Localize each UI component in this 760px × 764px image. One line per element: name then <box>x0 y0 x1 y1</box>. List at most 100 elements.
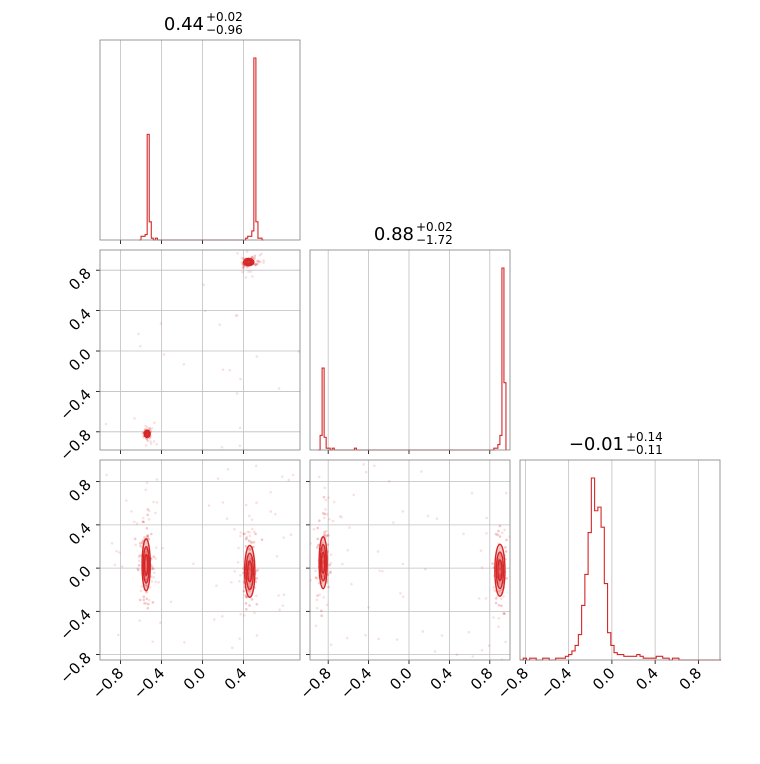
contour-inner <box>497 559 503 582</box>
scatter-point <box>155 442 158 446</box>
scatter-point <box>503 528 506 532</box>
scatter-point <box>250 424 253 427</box>
x-tick-label-p0-3: 0.4 <box>221 664 251 694</box>
scatter-point <box>192 562 195 566</box>
scatter-point <box>117 633 120 637</box>
scatter-point <box>253 254 257 258</box>
scatter-point <box>255 603 259 606</box>
title-minus-p1: −1.72 <box>416 233 453 247</box>
scatter-point <box>254 594 258 598</box>
panel-frame-p2-vs-p0 <box>99 459 301 661</box>
scatter-point <box>498 567 502 571</box>
scatter-point <box>514 542 517 545</box>
scatter-point <box>256 262 260 266</box>
scatter-point <box>277 594 280 597</box>
scatter-point <box>238 444 242 448</box>
x-tick-label-p0-1: −0.4 <box>130 664 168 702</box>
scatter-point <box>149 442 153 446</box>
scatter-point <box>236 251 239 255</box>
scatter-point <box>504 550 508 553</box>
scatter-point <box>235 392 239 395</box>
scatter-point <box>350 582 353 586</box>
scatter-point <box>327 496 330 499</box>
scatter-point <box>243 614 246 617</box>
scatter-point <box>247 539 251 543</box>
x-tick-label-p1-3: 0.4 <box>427 664 457 694</box>
x-tick-label-p0-2: 0.0 <box>180 664 210 694</box>
scatter-point <box>277 387 281 390</box>
scatter-point <box>140 585 144 588</box>
scatter-point <box>245 250 249 254</box>
scatter-point <box>281 604 285 607</box>
scatter-point <box>238 579 241 583</box>
scatter-point <box>269 510 273 513</box>
scatter-point <box>142 516 145 520</box>
scatter-point <box>246 530 249 534</box>
contour-inner <box>320 551 326 574</box>
scatter-point <box>249 557 253 561</box>
scatter-point <box>262 261 265 264</box>
scatter-point <box>218 323 221 327</box>
title-median-p1: 0.88 <box>374 224 414 245</box>
scatter-point <box>492 586 496 589</box>
scatter-point <box>147 598 151 602</box>
scatter-point <box>421 630 425 633</box>
scatter-point <box>318 593 321 596</box>
scatter-point <box>477 597 481 600</box>
scatter-point <box>462 532 465 536</box>
scatter-point <box>260 538 264 542</box>
scatter-point <box>250 255 254 259</box>
y-tick-label-p1-4: 0.8 <box>65 264 95 294</box>
scatter-point <box>426 514 430 518</box>
scatter-point <box>145 597 149 601</box>
scatter-point <box>245 595 248 599</box>
scatter-point <box>244 503 248 507</box>
scatter-point <box>132 520 136 524</box>
scatter-point <box>147 518 151 521</box>
scatter-point <box>240 256 244 260</box>
panel-frame-p1-vs-p0 <box>99 249 301 451</box>
scatter-point <box>138 619 141 622</box>
scatter-point <box>145 583 149 587</box>
scatter-point <box>237 546 240 550</box>
scatter-point <box>329 643 333 647</box>
scatter-point <box>144 578 148 581</box>
scatter-point <box>512 594 515 597</box>
scatter-point <box>244 537 248 541</box>
scatter-point <box>315 546 319 549</box>
contour-inner <box>246 560 253 583</box>
scatter-point <box>152 500 155 504</box>
scatter-point <box>238 637 241 640</box>
y-tick-label-p1-2: 0.0 <box>65 345 95 375</box>
scatter-point <box>480 648 484 652</box>
scatter-point <box>146 606 150 610</box>
scatter-point <box>498 524 502 528</box>
scatter-point <box>262 259 265 262</box>
scatter-point <box>140 541 144 544</box>
scatter-point <box>245 265 249 269</box>
scatter-point <box>505 577 508 580</box>
marks-p2-vs-p1 <box>310 463 518 669</box>
scatter-point <box>467 630 471 634</box>
scatter-point <box>155 478 159 481</box>
panel-frame-p1-hist <box>309 249 511 451</box>
scatter-point <box>221 368 225 371</box>
scatter-point <box>152 555 156 558</box>
scatter-point <box>329 561 333 565</box>
y-tick-label-p1-1: −0.4 <box>56 386 94 424</box>
scatter-point <box>498 589 501 593</box>
scatter-point <box>352 493 356 497</box>
scatter-point <box>240 260 243 264</box>
scatter-point <box>504 666 507 669</box>
scatter-point <box>139 344 142 348</box>
scatter-point <box>497 616 501 620</box>
scatter-point <box>275 554 279 558</box>
scatter-point <box>242 589 246 593</box>
scatter-point <box>376 550 380 553</box>
scatter-point <box>150 565 154 569</box>
scatter-point <box>152 440 156 443</box>
scatter-point <box>120 565 124 568</box>
scatter-point <box>258 253 262 257</box>
scatter-point <box>314 576 318 580</box>
scatter-point <box>515 566 518 569</box>
